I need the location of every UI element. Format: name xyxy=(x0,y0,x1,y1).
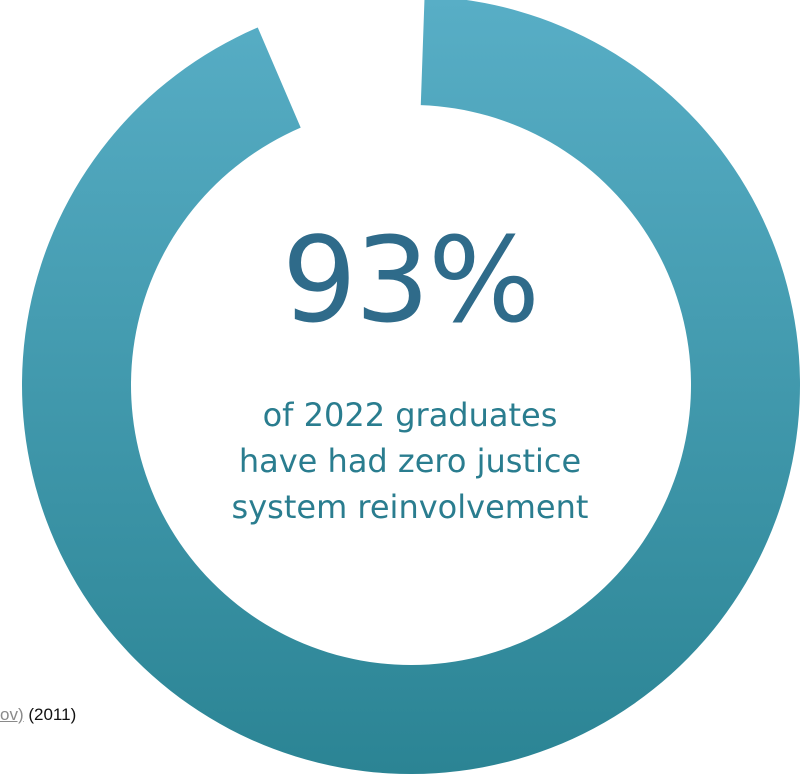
donut-arc-filled xyxy=(22,0,800,774)
caption-line: system reinvolvement xyxy=(231,488,589,526)
caption-line: of 2022 graduates xyxy=(262,396,558,434)
caption-line: have had zero justice xyxy=(238,442,582,480)
footnote-year: (2011) xyxy=(28,705,77,724)
percent-value: 93% xyxy=(281,211,540,349)
footnote-link[interactable]: ov) xyxy=(0,705,24,724)
chart-caption: of 2022 graduates have had zero justice … xyxy=(140,392,680,530)
footnote: ov) (2011) xyxy=(0,705,76,725)
